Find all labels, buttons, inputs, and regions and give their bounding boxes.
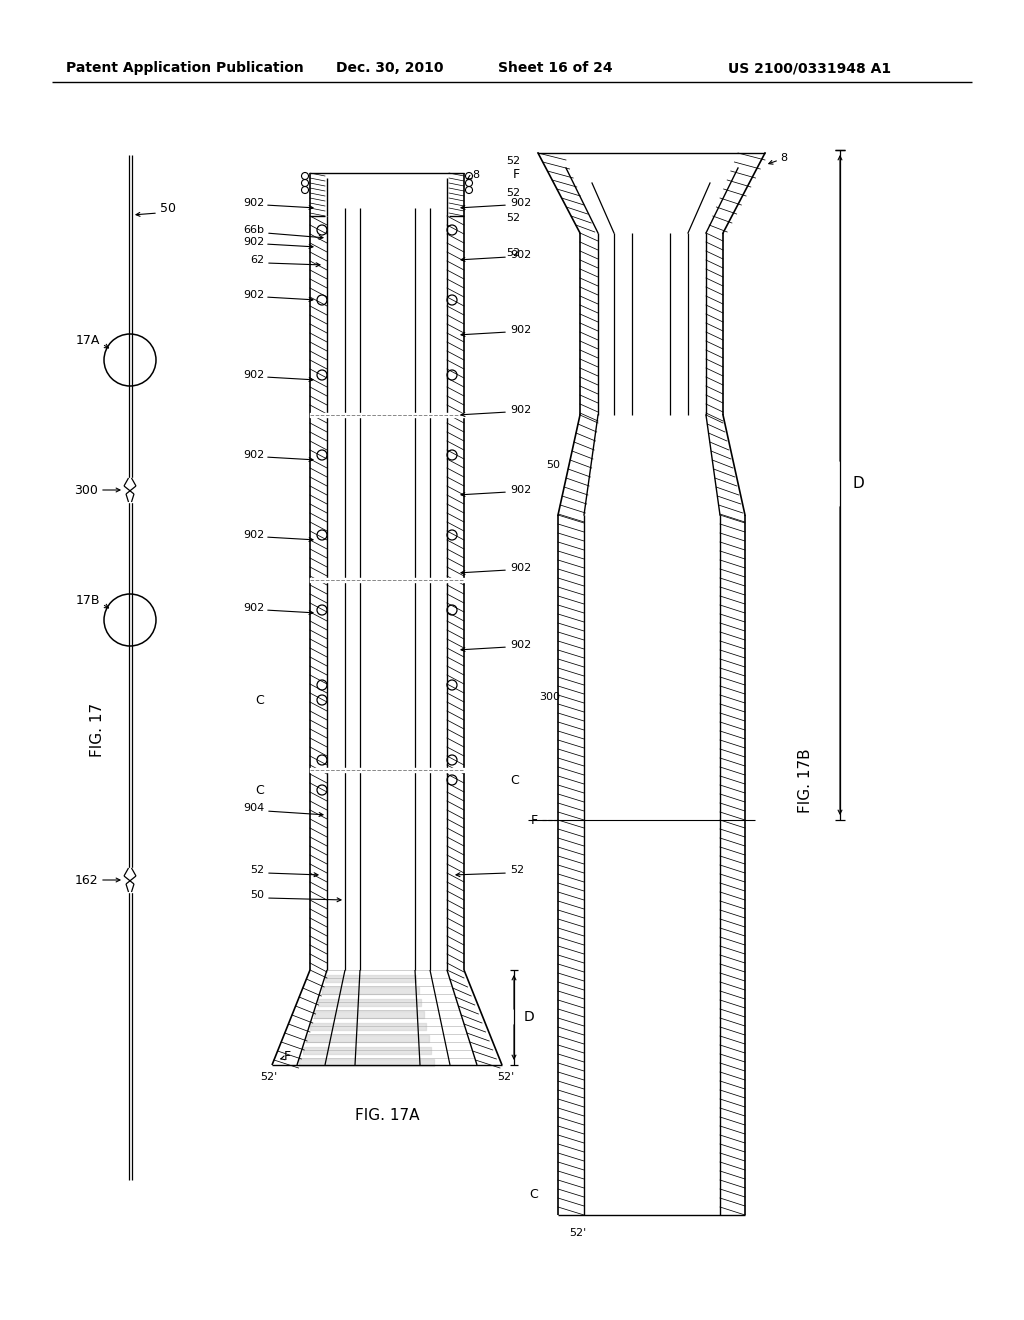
Text: 52: 52 xyxy=(506,248,520,257)
Text: 50: 50 xyxy=(546,459,560,470)
Text: 902: 902 xyxy=(243,370,264,380)
Text: FIG. 17A: FIG. 17A xyxy=(354,1107,419,1122)
Text: 50: 50 xyxy=(160,202,176,214)
Text: 902: 902 xyxy=(510,640,531,649)
Text: F: F xyxy=(530,813,538,826)
Text: 50: 50 xyxy=(250,890,264,900)
Text: C: C xyxy=(255,784,264,796)
Text: 300: 300 xyxy=(74,483,98,496)
Text: 902: 902 xyxy=(510,405,531,414)
Text: Patent Application Publication: Patent Application Publication xyxy=(67,61,304,75)
Text: 902: 902 xyxy=(243,238,264,247)
Text: 52': 52' xyxy=(497,1072,514,1082)
Text: 52': 52' xyxy=(569,1228,587,1238)
Text: FIG. 17B: FIG. 17B xyxy=(798,748,812,813)
Text: 52: 52 xyxy=(506,156,520,166)
Text: 162: 162 xyxy=(75,874,98,887)
Text: US 2100/0331948 A1: US 2100/0331948 A1 xyxy=(728,61,892,75)
Text: 8: 8 xyxy=(472,170,479,180)
Text: 902: 902 xyxy=(243,531,264,540)
Text: 52: 52 xyxy=(250,865,264,875)
Text: C: C xyxy=(529,1188,538,1201)
Text: 8: 8 xyxy=(780,153,787,162)
Text: Sheet 16 of 24: Sheet 16 of 24 xyxy=(498,61,612,75)
Text: 52': 52' xyxy=(260,1072,278,1082)
Text: D: D xyxy=(524,1010,535,1024)
Text: 902: 902 xyxy=(510,564,531,573)
Text: 902: 902 xyxy=(243,290,264,300)
Text: 17A: 17A xyxy=(76,334,100,346)
Text: 902: 902 xyxy=(243,450,264,459)
Text: 52: 52 xyxy=(510,865,524,875)
Text: 52: 52 xyxy=(506,187,520,198)
Text: D: D xyxy=(852,477,864,491)
Text: 902: 902 xyxy=(510,484,531,495)
Text: C: C xyxy=(510,774,519,787)
Text: 902: 902 xyxy=(510,249,531,260)
Text: F: F xyxy=(513,169,520,181)
Text: 902: 902 xyxy=(243,603,264,612)
Text: Dec. 30, 2010: Dec. 30, 2010 xyxy=(336,61,443,75)
Text: 52: 52 xyxy=(506,213,520,223)
Text: 300: 300 xyxy=(539,692,560,702)
Text: 62: 62 xyxy=(250,255,264,265)
Text: FIG. 17: FIG. 17 xyxy=(90,704,105,758)
Text: 902: 902 xyxy=(510,198,531,209)
Text: 17B: 17B xyxy=(76,594,100,606)
Text: 902: 902 xyxy=(243,198,264,209)
Text: F: F xyxy=(284,1051,291,1064)
Text: 902: 902 xyxy=(510,325,531,335)
Text: 66b: 66b xyxy=(243,224,264,235)
Text: C: C xyxy=(255,693,264,706)
Text: 904: 904 xyxy=(243,803,264,813)
